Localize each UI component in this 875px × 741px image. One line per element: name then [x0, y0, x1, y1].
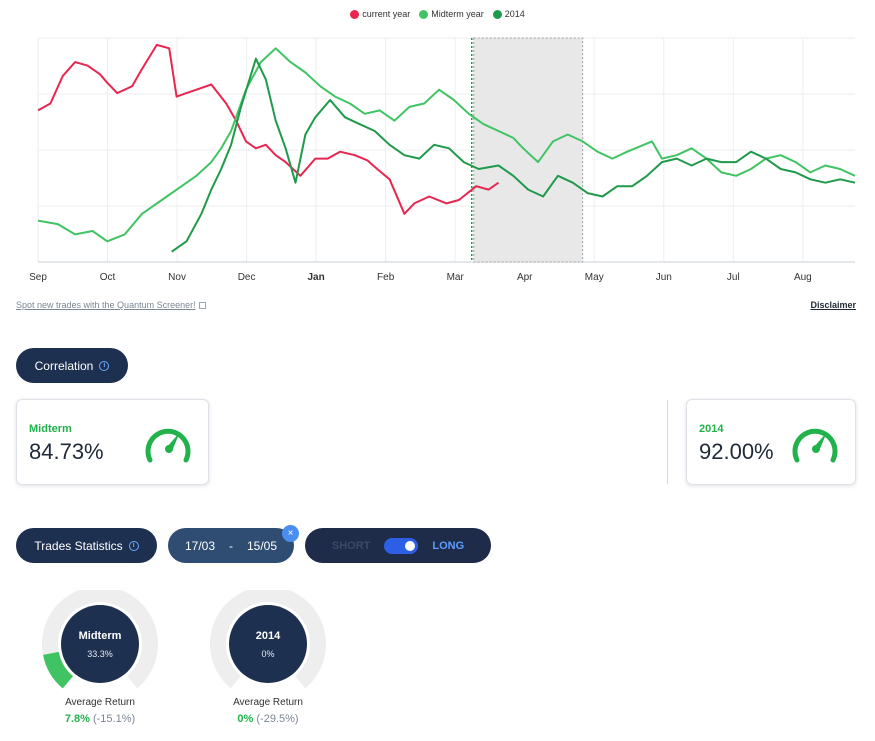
legend-dot-midterm-year [419, 9, 429, 19]
x-tick-label: Mar [447, 272, 465, 283]
legend-dot-current-year [350, 9, 360, 19]
seasonality-chart[interactable]: Sep Oct Nov Dec Jan Feb Mar Apr May Jun Jul Aug [0, 0, 875, 295]
series-line-2014 [171, 57, 856, 253]
donut-track [210, 585, 326, 689]
correlation-title: Correlation [34, 358, 94, 373]
info-icon[interactable]: i [128, 540, 139, 551]
correlation-button[interactable]: Correlation i [16, 348, 128, 383]
direction-switch[interactable] [384, 537, 419, 554]
x-tick-label: Apr [517, 272, 533, 283]
donut-center: 2014 0% [229, 605, 307, 683]
donut-percent: 0% [261, 648, 275, 659]
series-line-current-year [37, 43, 500, 215]
average-return-alt: (-29.5%) [256, 713, 299, 725]
correlation-card-midterm: Midterm 84.73% [16, 399, 209, 485]
x-tick-label: Jun [656, 272, 672, 283]
correlation-card-2014: 2014 92.00% [686, 399, 856, 485]
clear-date-button[interactable]: × [282, 525, 299, 542]
legend-label-current-year: current year [362, 9, 411, 19]
x-tick-label: Aug [794, 272, 812, 283]
series-line-midterm-year [37, 47, 856, 243]
speedometer-icon [792, 428, 838, 463]
donut-ring [210, 585, 326, 689]
legend-item-current-year[interactable]: current year [350, 9, 410, 19]
average-return-values: 7.8% (-15.1%) [40, 713, 160, 725]
long-label[interactable]: LONG [432, 539, 465, 552]
short-long-toggle[interactable]: SHORT LONG [305, 528, 491, 563]
x-tick-label: Feb [377, 272, 395, 283]
date-range-selector[interactable]: 17/03 - 15/05 [168, 528, 294, 563]
screener-link-text: Spot new trades with the Quantum Screene… [16, 300, 196, 310]
screener-link[interactable]: Spot new trades with the Quantum Screene… [16, 300, 206, 310]
info-icon[interactable]: i [99, 360, 110, 371]
donut-name: Midterm [78, 629, 122, 642]
card-value: 92.00% [699, 439, 774, 464]
legend-item-midterm-year[interactable]: Midterm year [419, 9, 484, 19]
date-to: 15/05 [247, 538, 278, 553]
x-tick-label: Jul [727, 272, 740, 283]
donut-percent: 33.3% [87, 648, 113, 659]
short-label[interactable]: SHORT [331, 539, 371, 552]
average-return-main: 0% [237, 713, 254, 725]
donut-fill [43, 651, 74, 689]
disclaimer-link[interactable]: Disclaimer [810, 300, 856, 310]
average-return-main: 7.8% [64, 713, 90, 725]
x-tick-label: May [585, 272, 604, 283]
external-link-icon [198, 302, 206, 309]
legend-item-2014[interactable]: 2014 [492, 9, 525, 19]
legend-dot-2014 [492, 9, 502, 19]
legend-label-2014: 2014 [504, 9, 525, 19]
donut-name: 2014 [255, 629, 281, 642]
average-return-values: 0% (-29.5%) [208, 713, 328, 725]
x-tick-label: Sep [29, 272, 47, 283]
donut-center: Midterm 33.3% [61, 605, 139, 683]
card-value: 84.73% [29, 439, 104, 464]
average-return-alt: (-15.1%) [92, 713, 136, 725]
x-tick-label: Jan [308, 272, 325, 283]
legend-label-midterm-year: Midterm year [431, 9, 484, 19]
trades-statistics-button[interactable]: Trades Statistics i [16, 528, 157, 563]
average-return-label: Average Return [233, 697, 303, 708]
date-separator: - [229, 538, 233, 553]
donut-midterm: Midterm 33.3% [40, 585, 160, 690]
chart-legend: current year Midterm year 2014 [0, 9, 875, 19]
x-tick-label: Nov [168, 272, 186, 283]
x-tick-label: Dec [238, 272, 256, 283]
donut-track [42, 585, 158, 689]
x-tick-label: Oct [100, 272, 116, 283]
switch-knob [405, 540, 416, 551]
card-label: 2014 [699, 423, 724, 435]
selected-range [473, 37, 584, 263]
card-label: Midterm [29, 423, 72, 435]
speedometer-icon [145, 428, 191, 463]
divider [667, 400, 668, 484]
donut-ring [42, 585, 158, 689]
average-return-label: Average Return [65, 697, 135, 708]
donut-2014: 2014 0% [208, 585, 328, 690]
trades-statistics-title: Trades Statistics [34, 538, 123, 553]
date-from: 17/03 [184, 538, 215, 553]
